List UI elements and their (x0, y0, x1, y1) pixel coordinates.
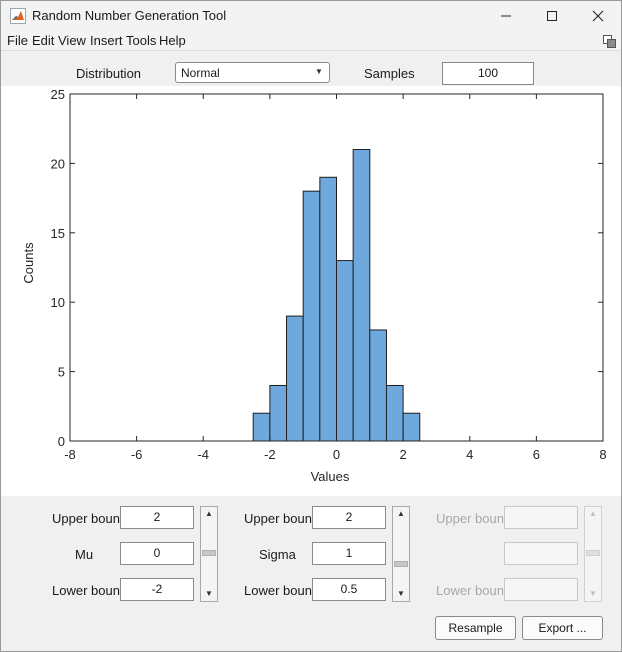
maximize-button[interactable] (529, 1, 575, 31)
chevron-down-icon[interactable]: ▼ (393, 587, 409, 601)
col3-mid-input (504, 542, 578, 565)
histogram-bar (336, 260, 354, 442)
undock-icon[interactable] (603, 35, 616, 48)
col3-lower-bound-label: Lower bound (436, 583, 512, 598)
x-tick-label: 0 (333, 447, 340, 462)
title-bar: Random Number Generation Tool (1, 1, 621, 31)
histogram-bar (385, 384, 404, 442)
chevron-up-icon[interactable]: ▲ (201, 507, 217, 521)
chevron-down-icon: ▼ (315, 67, 323, 76)
mu-slider[interactable]: ▲ ▼ (200, 506, 218, 602)
histogram-plot-area: Values Counts -8 -6 -4 -2 0 2 4 6 8 0 5 10 15 20 25 (1, 86, 621, 496)
col1-lower-bound-input[interactable]: -2 (120, 578, 194, 601)
y-axis-title: Counts (21, 242, 36, 284)
chevron-down-icon[interactable]: ▼ (201, 587, 217, 601)
histogram-bar (269, 384, 288, 442)
distribution-dropdown[interactable]: Normal ▼ (175, 62, 330, 83)
histogram-bar (286, 315, 304, 442)
x-tick-label: -8 (64, 447, 76, 462)
y-tick-label: 25 (51, 87, 65, 102)
menu-file[interactable]: File (7, 33, 28, 48)
col3-upper-bound-label: Upper bound (436, 511, 512, 526)
histogram-bar (402, 412, 421, 442)
col2-upper-bound-label: Upper bound (244, 511, 320, 526)
histogram-bar (252, 412, 271, 442)
menu-edit[interactable]: Edit (32, 33, 55, 48)
col3-slider-thumb (586, 550, 600, 556)
matlab-app-icon (10, 8, 26, 24)
maximize-icon (547, 11, 557, 21)
col1-upper-bound-input[interactable]: 2 (120, 506, 194, 529)
chevron-up-icon: ▲ (585, 507, 601, 521)
menu-help[interactable]: Help (159, 33, 186, 48)
x-tick-label: 8 (599, 447, 606, 462)
histogram-bar (352, 149, 371, 442)
y-tick-label: 10 (51, 295, 65, 310)
x-tick-label: -4 (197, 447, 209, 462)
minimize-icon (501, 15, 511, 17)
mu-label: Mu (75, 547, 94, 562)
window-title: Random Number Generation Tool (32, 8, 227, 23)
resample-button[interactable]: Resample (435, 616, 516, 640)
sigma-slider[interactable]: ▲ ▼ (392, 506, 410, 602)
col1-upper-bound-label: Upper bound (52, 511, 128, 526)
menu-bar: File Edit View Insert Tools Help (1, 31, 621, 51)
col3-lower-bound-input (504, 578, 578, 601)
col2-lower-bound-label: Lower bound (244, 583, 320, 598)
x-tick-label: 2 (400, 447, 407, 462)
histogram-chart: Values Counts -8 -6 -4 -2 0 2 4 6 8 0 5 10 15 20 25 (21, 87, 607, 484)
histogram-bar (369, 329, 387, 442)
sigma-label: Sigma (259, 547, 296, 562)
y-tick-label: 20 (51, 156, 65, 171)
y-tick-label: 0 (58, 434, 65, 449)
export-button[interactable]: Export ... (522, 616, 603, 640)
col1-lower-bound-label: Lower bound (52, 583, 128, 598)
menu-insert[interactable]: Insert (90, 33, 123, 48)
menu-tools[interactable]: Tools (126, 33, 157, 48)
histogram-bar (319, 176, 337, 442)
distribution-label: Distribution (76, 66, 142, 81)
mu-input[interactable]: 0 (120, 542, 194, 565)
col3-slider: ▲ ▼ (584, 506, 602, 602)
mu-slider-thumb[interactable] (202, 550, 216, 556)
x-tick-label: 4 (466, 447, 473, 462)
menu-view[interactable]: View (58, 33, 86, 48)
col2-lower-bound-input[interactable]: 0.5 (312, 578, 386, 601)
sigma-slider-thumb[interactable] (394, 561, 408, 567)
y-tick-label: 5 (58, 365, 65, 380)
col2-upper-bound-input[interactable]: 2 (312, 506, 386, 529)
histogram-bar (302, 190, 321, 442)
x-axis-title: Values (311, 469, 350, 484)
sigma-input[interactable]: 1 (312, 542, 386, 565)
close-button[interactable] (575, 1, 621, 31)
x-tick-label: -6 (131, 447, 143, 462)
close-icon (592, 10, 604, 22)
col3-upper-bound-input (504, 506, 578, 529)
x-tick-label: 6 (533, 447, 540, 462)
distribution-selected-value: Normal (181, 66, 220, 80)
minimize-button[interactable] (483, 1, 529, 31)
samples-input[interactable]: 100 (442, 62, 534, 85)
x-tick-label: -2 (264, 447, 276, 462)
chevron-down-icon: ▼ (585, 587, 601, 601)
chevron-up-icon[interactable]: ▲ (393, 507, 409, 521)
samples-label: Samples (364, 66, 415, 81)
y-tick-label: 15 (51, 226, 65, 241)
